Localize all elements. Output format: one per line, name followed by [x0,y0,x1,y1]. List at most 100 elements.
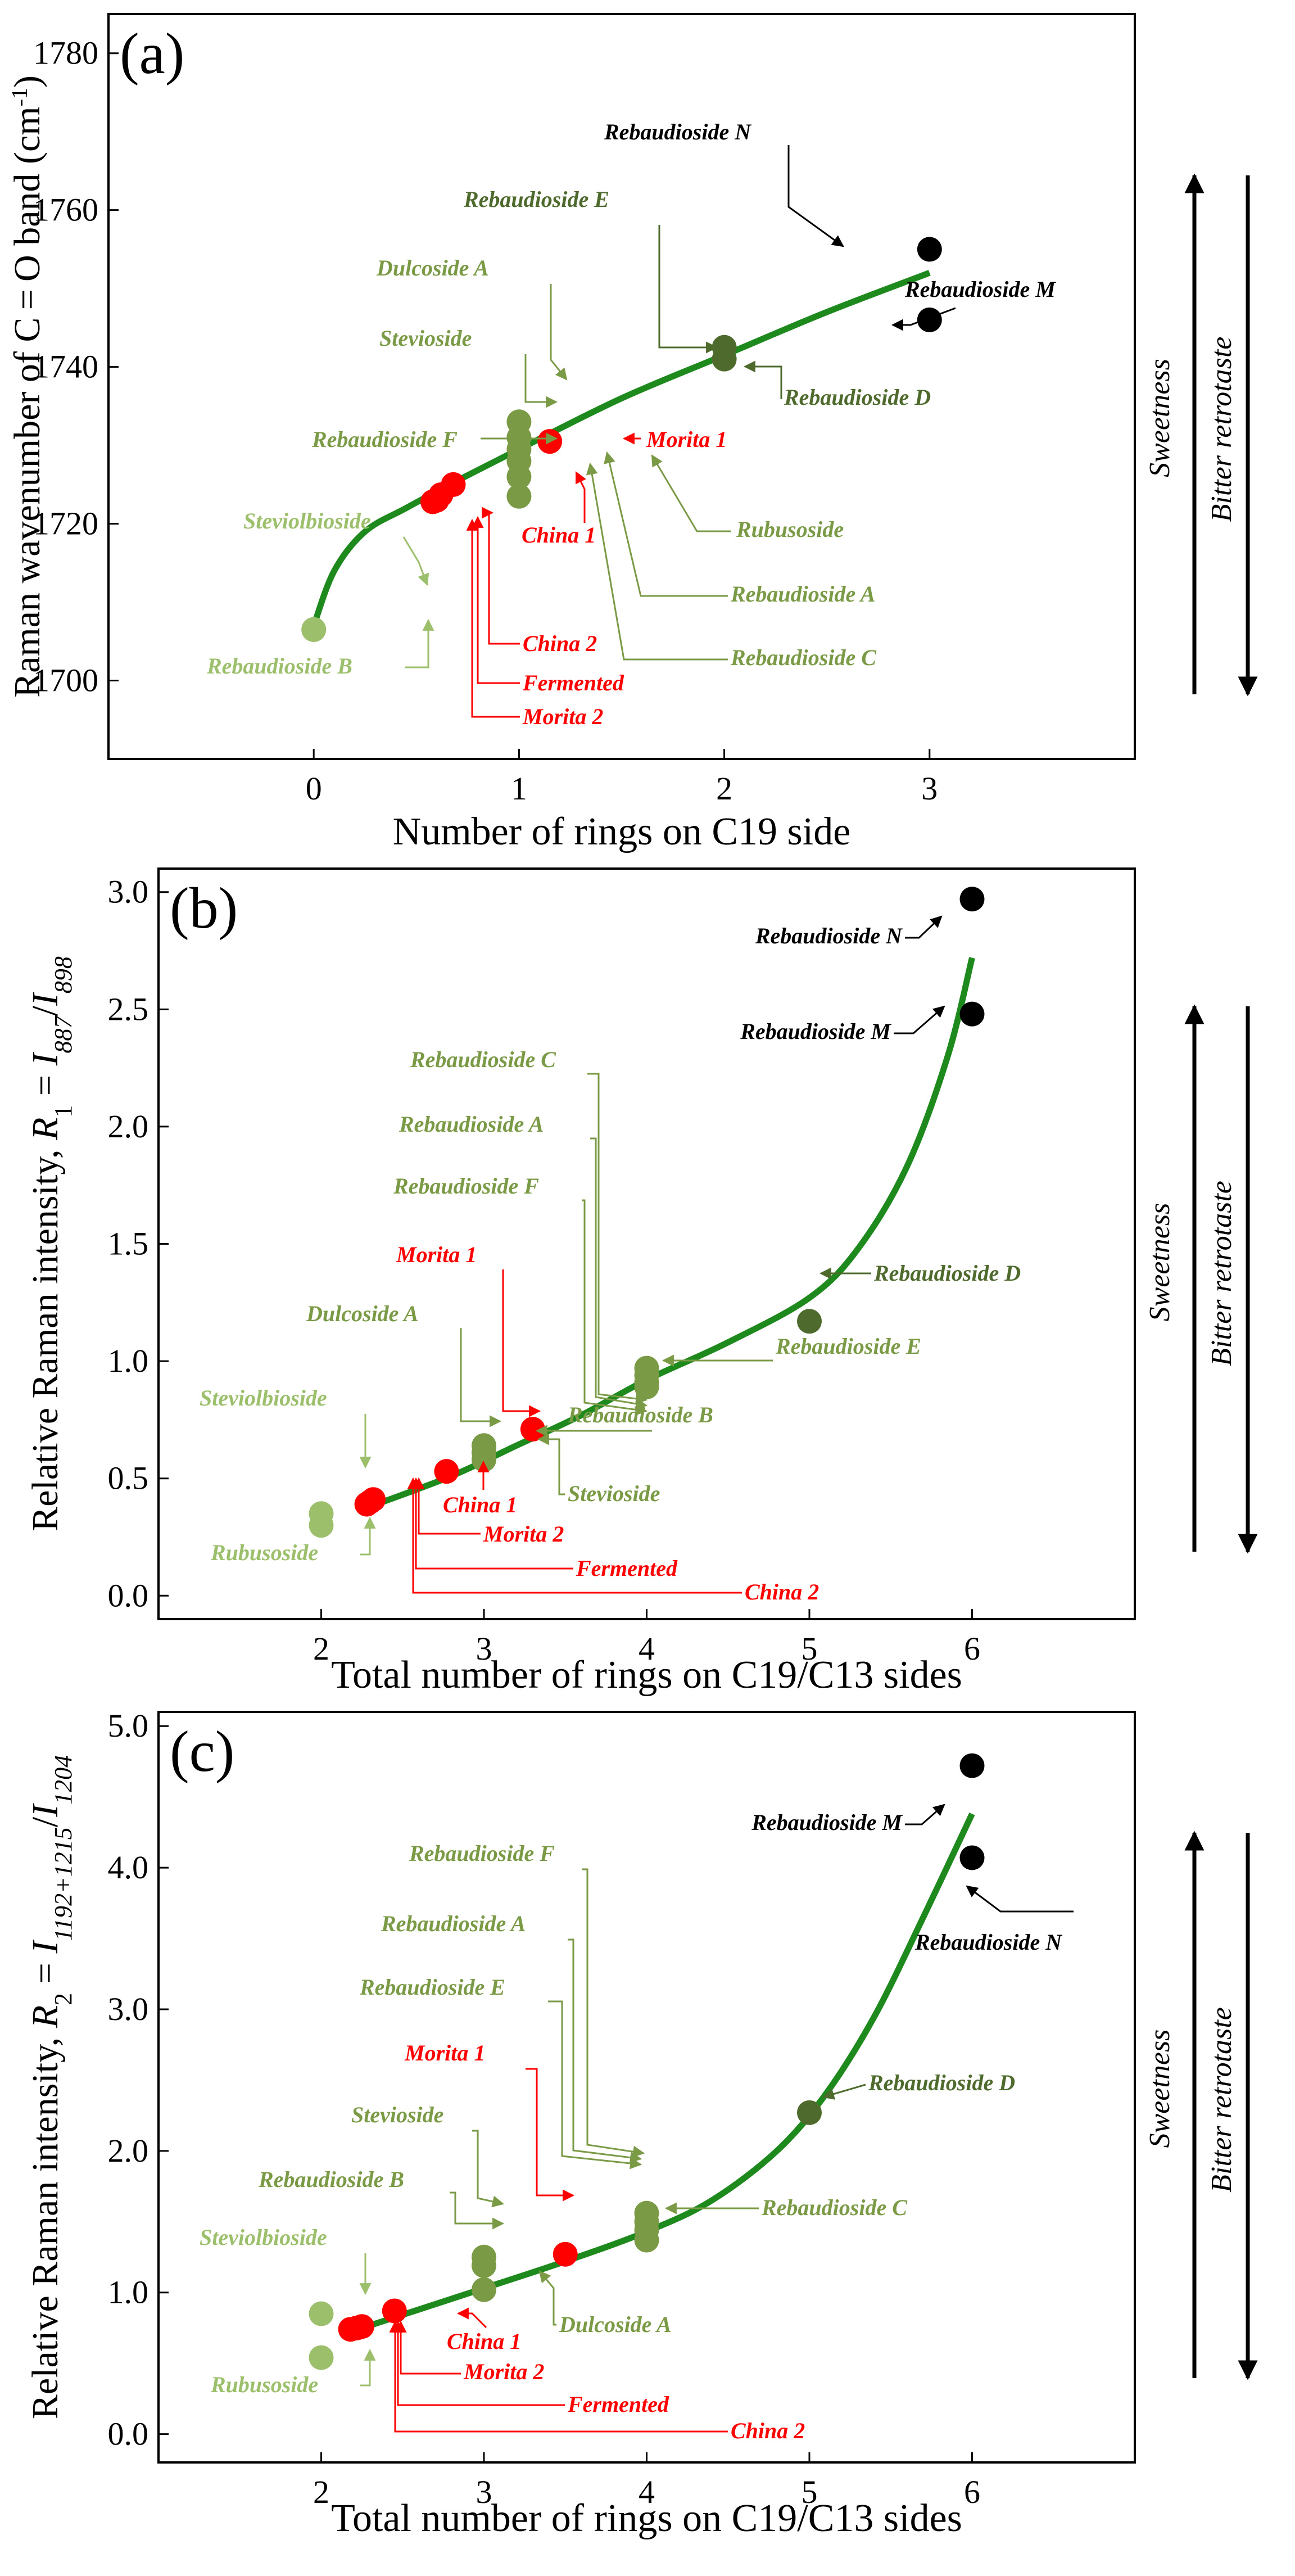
annotation-leader [587,1073,648,1405]
y-tick-label: 1740 [33,349,98,385]
x-tick-label: 3 [476,2474,492,2510]
annotation-label: China 2 [745,1579,819,1605]
data-point [506,483,532,509]
y-tick-label: 1.0 [108,1343,149,1379]
annotation-leader [586,462,728,661]
y-tick-label: 1780 [33,35,98,71]
annotation-label: Fermented [576,1556,678,1581]
annotation-label: Rebaudioside C [730,645,877,670]
x-tick-label: 6 [964,2474,980,2510]
y-tick-label: 1.5 [108,1226,149,1262]
annotation-label: Morita 1 [396,1242,477,1267]
data-point [338,2317,363,2342]
annotation-label: Rebaudioside A [381,1911,526,1936]
annotation-label: Rebaudioside B [567,1402,713,1427]
bitter-label: Bitter retrotaste [1206,337,1238,522]
data-point [537,429,563,454]
annotation-label: Rebaudioside N [914,1929,1063,1955]
annotation-label: Morita 2 [522,704,603,729]
data-point [959,1001,985,1027]
annotation-leader [405,618,434,668]
bitter-label: Bitter retrotaste [1206,2007,1238,2193]
y-axis-label: Relative Raman intensity, R1 = I887/I898 [25,956,77,1531]
annotation-label: Rubusoside [210,2372,318,2397]
sweetness-label: Sweetness [1144,1203,1176,1322]
annotation-label: Rebaudioside E [359,1974,505,2000]
data-point [520,1417,545,1442]
x-tick-label: 2 [716,770,732,807]
annotation-label: Rubusoside [736,517,844,542]
x-tick-label: 1 [511,770,527,807]
y-tick-label: 1760 [33,192,98,228]
plot-frame [107,13,1136,760]
annotation-label: Morita 1 [404,2040,485,2066]
annotation-label: Rebaudioside C [761,2195,908,2220]
annotation-label: Steviolbioside [243,508,371,534]
annotation-label: Steviolbioside [200,1385,327,1411]
data-point [434,1459,459,1484]
chart-panel-3: (c) 2 3 4 5 6 0.0 1.0 2.0 3.0 4.0 5.0 Total number o… [25,1707,1136,2540]
chart-panels: (a) 0 1 2 3 1700 1720 1740 1760 1780 Number of rin… [7,13,1136,2540]
annotation-label: Fermented [567,2392,669,2417]
data-point [959,887,985,912]
annotation-leader [472,2130,505,2208]
annotation-leader [526,2068,575,2202]
annotation-leader [905,1804,945,1825]
annotation-label: Morita 2 [463,2359,544,2384]
data-point [472,2277,496,2302]
annotation-label: Rebaudioside E [463,187,609,212]
annotation-label: Stevioside [568,1481,660,1506]
annotation-label: China 1 [522,522,596,548]
x-axis-label: Total number of rings on C19/C13 sides [331,1653,962,1697]
y-tick-label: 5.0 [108,1707,149,1744]
annotation-leader [410,1477,573,1570]
x-axis-label: Total number of rings on C19/C13 sides [331,2497,962,2540]
x-tick-label: 3 [921,770,938,807]
annotation-leader [460,1328,502,1427]
annotation-label: China 2 [731,2418,805,2443]
side-indicators: Sweetness Bitter retrotaste Sweetness Bitte… [1144,173,1258,2380]
annotation-label: Rebaudioside D [784,385,931,410]
annotation-label: China 2 [523,631,597,656]
annotation-label: Fermented [522,670,624,695]
sweetness-label: Sweetness [1144,2030,1176,2148]
annotation-leader [966,1885,1074,1913]
annotation-label: Rebaudioside M [904,277,1056,302]
annotation-leader [413,1477,481,1535]
x-tick-label: 2 [313,2474,329,2510]
annotation-label: Morita 1 [646,427,727,452]
annotation-leader [658,225,718,354]
data-point [959,1845,985,1870]
annotation-leader [472,516,520,684]
annotation-leader [360,2348,376,2387]
data-point [917,237,942,262]
annotation-leader [395,2320,461,2375]
y-tick-label: 2.0 [108,1108,149,1145]
y-tick-label: 3.0 [108,1991,149,2027]
annotation-leader [582,1199,648,1416]
annotation-label: Dulcoside A [306,1301,419,1326]
annotation-label: Rebaudioside N [604,119,752,144]
annotation-leader [604,451,728,597]
annotation-label: Rebaudioside M [740,1019,891,1044]
data-point [309,2301,334,2326]
annotation-leader [482,507,520,645]
annotation-leader [582,1868,645,2158]
annotation-leader [590,1137,648,1410]
annotation-label: Rebaudioside A [730,581,875,607]
annotation-leader [894,1005,945,1034]
x-tick-label: 6 [964,1630,980,1667]
x-tick-label: 5 [802,2474,818,2510]
annotation-label: Dulcoside A [376,255,489,281]
annotation-label: Stevioside [351,2102,443,2127]
data-point [301,617,327,642]
annotation-leader [787,145,844,247]
sweetness-label: Sweetness [1144,359,1176,477]
data-point [420,489,446,514]
annotation-leader [651,454,731,532]
data-point [712,346,737,372]
data-point [634,2227,659,2253]
annotation-leader [392,2320,565,2406]
annotation-label: Rebaudioside B [206,653,352,679]
y-tick-label: 0.0 [108,2416,149,2452]
